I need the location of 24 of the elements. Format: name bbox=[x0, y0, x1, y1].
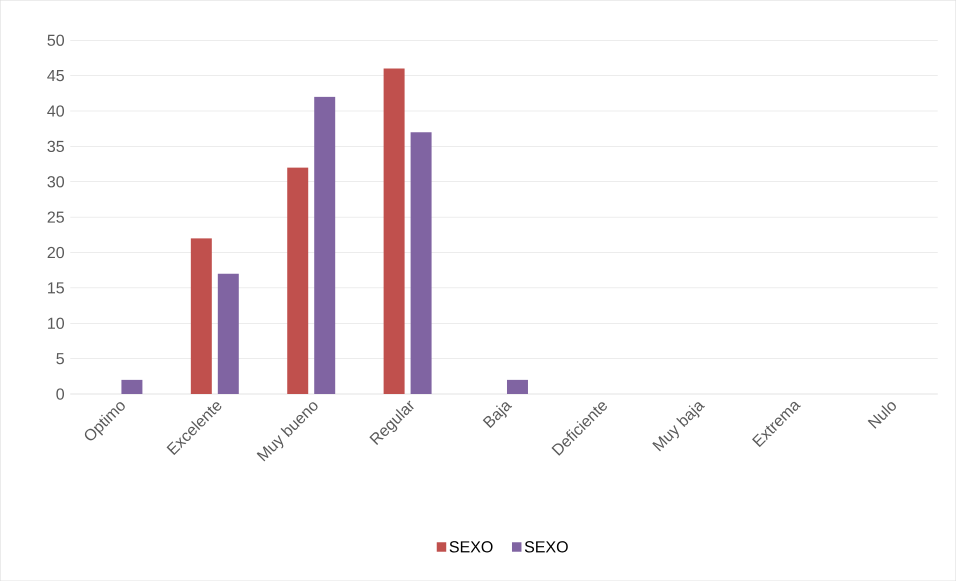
y-tick-label: 15 bbox=[48, 282, 64, 294]
x-tick-label: Nulo bbox=[868, 402, 896, 429]
y-tick-label: 35 bbox=[47, 140, 64, 152]
bar bbox=[384, 68, 405, 394]
y-tick-label: 10 bbox=[48, 318, 64, 329]
x-tick-label: Muy baja bbox=[652, 402, 705, 452]
x-tick-label: Baja bbox=[482, 402, 512, 428]
bar bbox=[287, 168, 308, 394]
y-tick-label: 5 bbox=[56, 353, 64, 364]
y-tick-label: 20 bbox=[48, 246, 64, 258]
bar bbox=[410, 132, 432, 394]
bar bbox=[121, 380, 142, 394]
legend-label: SEXO bbox=[450, 541, 493, 552]
y-tick-label: 30 bbox=[47, 176, 64, 188]
y-tick-label: 50 bbox=[47, 34, 64, 46]
y-tick-label: 25 bbox=[48, 211, 64, 223]
legend-label: SEXO bbox=[524, 541, 568, 552]
bar bbox=[190, 238, 212, 394]
y-tick-label: 0 bbox=[56, 388, 64, 400]
y-tick-label: 45 bbox=[47, 70, 64, 82]
bar bbox=[314, 96, 336, 394]
bar bbox=[506, 380, 528, 394]
bar bbox=[218, 274, 239, 394]
y-tick-label: 40 bbox=[47, 105, 64, 117]
